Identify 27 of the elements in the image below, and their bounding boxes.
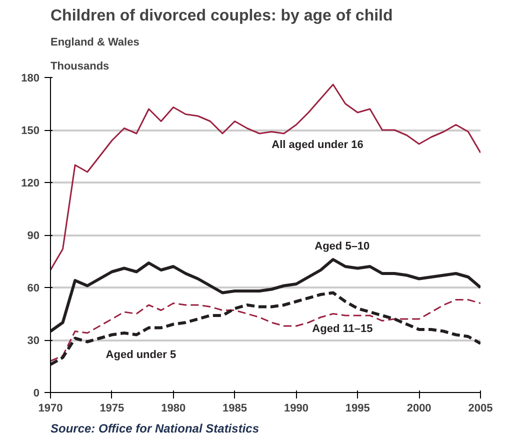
- line-series: [50, 258, 480, 333]
- series-label: Aged 11–15: [312, 322, 373, 335]
- x-tick-label: 2005: [468, 402, 493, 414]
- source-note: Source: Office for National Statistics: [50, 422, 260, 436]
- chart-title: Children of divorced couples: by age of child: [50, 8, 393, 24]
- y-tick-label: 120: [21, 178, 40, 190]
- y-axis-title: Thousands: [50, 60, 110, 72]
- y-tick-label: 150: [21, 125, 40, 137]
- series-label: Aged 5–10: [314, 240, 370, 252]
- series-label: Aged under 5: [106, 349, 176, 361]
- chart-subtitle: England & Wales: [50, 36, 140, 48]
- y-tick-label: 30: [27, 335, 40, 347]
- y-tick-label: 180: [21, 72, 40, 84]
- x-tick-label: 1990: [284, 402, 308, 414]
- y-tick-label: 60: [27, 282, 40, 294]
- x-tick-label: 1995: [345, 402, 370, 414]
- series-label: All aged under 16: [272, 139, 364, 151]
- y-tick-label: 90: [27, 230, 40, 242]
- x-tick-label: 1970: [38, 402, 63, 414]
- line-series: [50, 84, 480, 271]
- x-tick-label: 2000: [406, 402, 432, 414]
- y-tick-label: 0: [33, 388, 40, 400]
- line-series: [50, 299, 480, 362]
- x-tick-label: 1980: [161, 402, 186, 414]
- x-tick-label: 1975: [100, 402, 124, 414]
- line-series: [50, 291, 480, 366]
- x-tick-label: 1985: [222, 402, 248, 414]
